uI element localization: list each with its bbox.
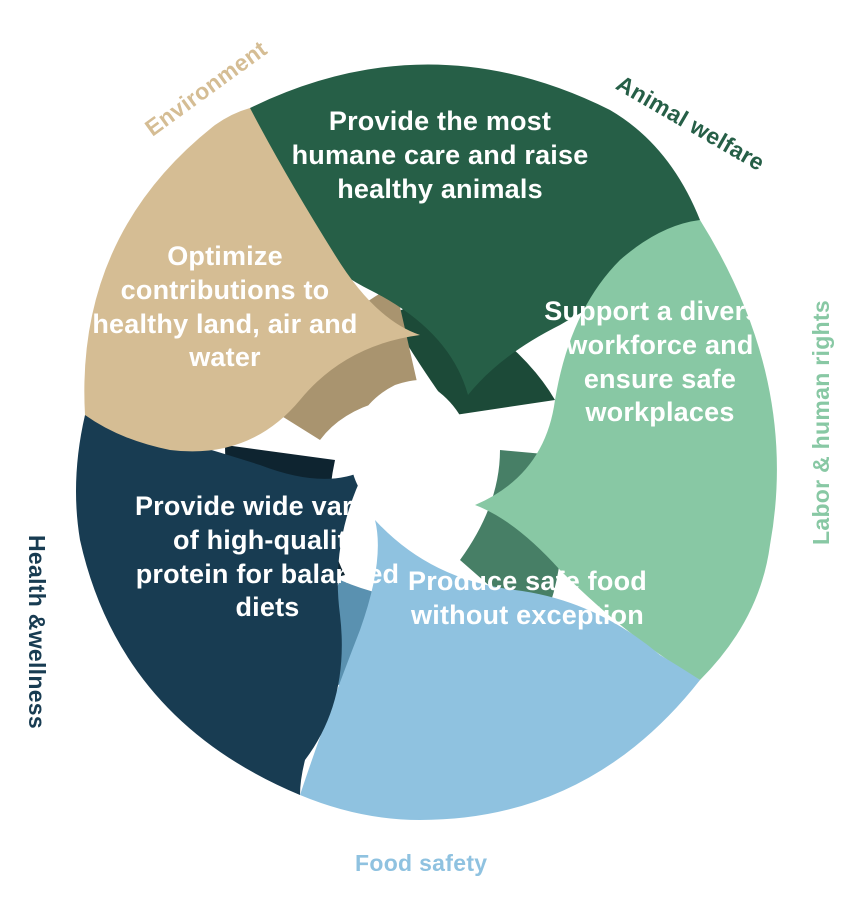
segment-text-health-wellness: Provide wide variety of high-quality pro… <box>130 490 405 625</box>
segment-text-food-safety: Produce safe food without exception <box>405 565 650 633</box>
segment-text-environment: Optimize contributions to healthy land, … <box>90 240 360 375</box>
pentagon-infographic: Provide the most humane care and raise h… <box>0 0 844 900</box>
segment-text-animal-welfare: Provide the most humane care and raise h… <box>290 105 590 206</box>
outer-label-food-safety: Food safety <box>355 850 487 877</box>
outer-label-health-wellness: Health &wellness <box>23 535 50 729</box>
outer-label-labor-human-rights: Labor & human rights <box>808 300 835 545</box>
segment-text-labor-human-rights: Support a diverse workforce and ensure s… <box>525 295 795 430</box>
